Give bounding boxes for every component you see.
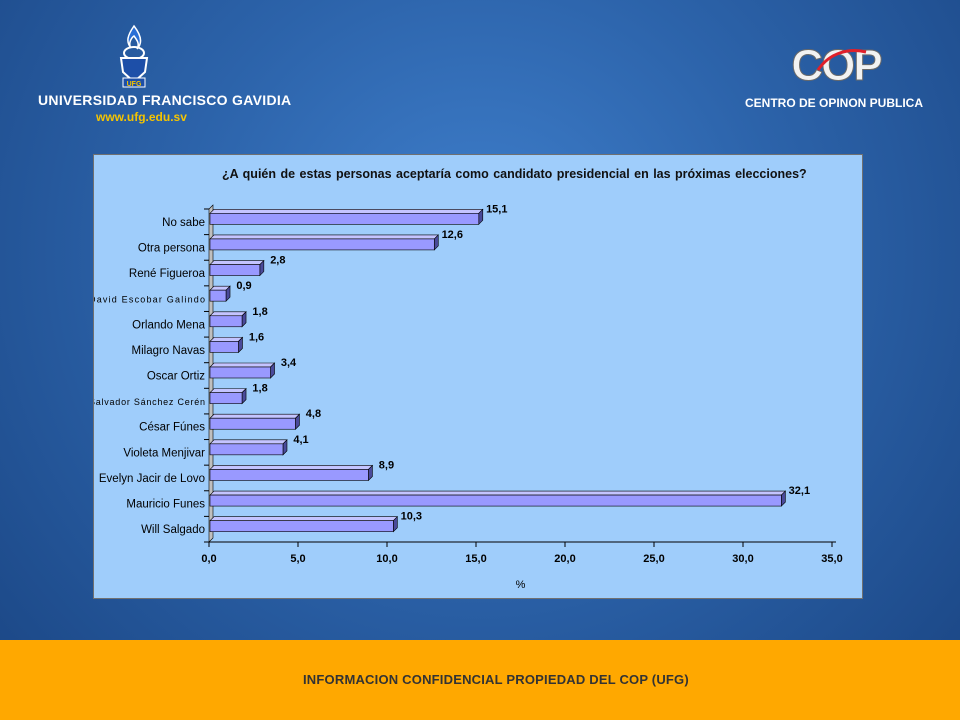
x-tick-label: 0,0: [201, 553, 216, 565]
bar-chart: 0,0 5,0 10,0 15,0 20,0 25,0 30,0 35,0% 15,1 No sa…: [94, 203, 843, 591]
category-label: César Fúnes: [139, 422, 205, 434]
data-label: 1,8: [252, 383, 267, 395]
bar: [209, 520, 394, 532]
bar-top-face: [209, 465, 374, 470]
category-label: Milagro Navas: [132, 345, 206, 357]
data-label: 1,6: [249, 331, 264, 343]
bar: [209, 443, 284, 456]
bar-top-face: [209, 413, 301, 419]
bar: [209, 392, 243, 404]
footer-bar: INFORMACION CONFIDENCIAL PROPIEDAD DEL C…: [0, 640, 960, 720]
ufg-emblem-text: UFG: [127, 81, 142, 88]
chart-title: ¿A quién de estas personas aceptaría com…: [222, 167, 807, 181]
bar: [209, 494, 782, 507]
x-axis-label: %: [516, 579, 526, 591]
cop-mark-text: COP: [791, 41, 881, 88]
data-label: 10,3: [401, 511, 422, 523]
swoosh-icon: [816, 49, 867, 71]
data-label: 3,4: [281, 357, 297, 369]
bar-top-face: [209, 311, 247, 317]
data-label: 0,9: [236, 280, 251, 292]
bar: [209, 289, 227, 302]
data-label: 8,9: [379, 459, 394, 471]
x-tick-label: 30,0: [732, 553, 753, 565]
footer-text: INFORMACION CONFIDENCIAL PROPIEDAD DEL C…: [303, 672, 689, 687]
category-label: Mauricio Funes: [126, 499, 205, 511]
x-tick-label: 35,0: [821, 553, 842, 565]
university-website: www.ufg.edu.sv: [96, 110, 187, 124]
category-label: Will Salgado: [141, 524, 205, 536]
chart-panel: ¿A quién de estas personas aceptaría com…: [93, 154, 863, 599]
torch-emblem-icon: UFG: [119, 24, 149, 88]
data-label: 4,8: [306, 408, 321, 420]
bar: [209, 264, 261, 276]
bar-top-face: [209, 516, 399, 521]
category-label: Evelyn Jacir de Lovo: [99, 473, 205, 485]
data-label: 12,6: [442, 229, 463, 241]
bar: [209, 315, 243, 328]
bar-top-face: [209, 362, 276, 368]
bar: [209, 238, 435, 251]
x-tick-label: 25,0: [643, 553, 664, 565]
bar-top-face: [209, 209, 484, 214]
category-label: David Escobar Galindo: [94, 295, 205, 305]
cop-subtitle: CENTRO DE OPINON PUBLICA: [745, 96, 924, 110]
category-label: Salvador Sánchez Cerén: [94, 397, 205, 407]
bar: [209, 341, 239, 353]
category-label: No sabe: [162, 217, 205, 229]
data-label: 15,1: [486, 203, 507, 215]
bar-top-face: [209, 388, 247, 393]
category-label: Otra persona: [138, 242, 206, 254]
category-label: Orlando Mena: [132, 319, 205, 331]
x-tick-label: 5,0: [290, 553, 305, 565]
x-tick-label: 10,0: [376, 553, 397, 565]
university-logo: UFG UNIVERSIDAD FRANCISCO GAVIDIA www.uf…: [38, 24, 291, 124]
university-name: UNIVERSIDAD FRANCISCO GAVIDIA: [38, 92, 292, 108]
category-label: Oscar Ortiz: [147, 371, 205, 383]
bar: [209, 469, 369, 481]
data-label: 2,8: [270, 255, 285, 267]
x-tick-label: 20,0: [554, 553, 575, 565]
bar: [209, 366, 271, 379]
bar-top-face: [209, 234, 440, 240]
data-label: 1,8: [252, 306, 267, 318]
x-tick-label: 15,0: [465, 553, 486, 565]
category-label: Violeta Menjivar: [123, 447, 205, 459]
bar-top-face: [209, 260, 265, 265]
cop-logo: COP CENTRO DE OPINON PUBLICA: [742, 40, 932, 112]
category-label: René Figueroa: [129, 268, 206, 280]
bar-top-face: [209, 439, 288, 445]
bar-top-face: [209, 337, 244, 342]
data-label: 4,1: [293, 434, 308, 446]
bar: [209, 213, 480, 225]
cop-mark: COP: [791, 41, 884, 89]
bar-top-face: [209, 490, 787, 496]
bar: [209, 417, 296, 430]
data-label: 32,1: [789, 485, 810, 497]
